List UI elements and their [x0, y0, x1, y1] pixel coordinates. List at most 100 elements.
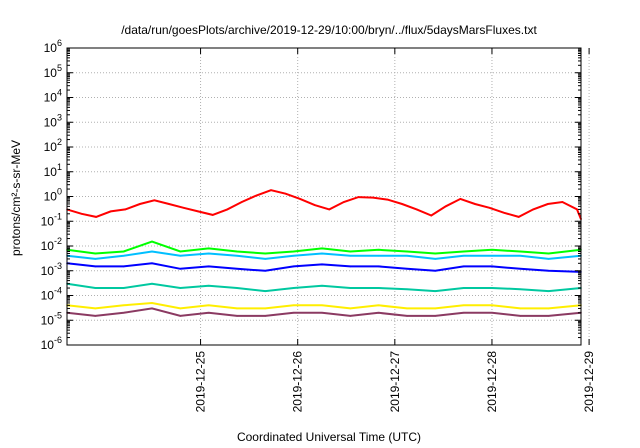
- series-5-point: [377, 287, 380, 289]
- series-3-point: [292, 255, 295, 257]
- x-tick-label: 2019-12-27: [388, 351, 402, 413]
- series-7-point: [434, 315, 437, 317]
- series-2-point: [236, 250, 238, 253]
- series-6-point: [151, 302, 153, 304]
- series-1-point: [372, 196, 374, 199]
- series-2-point: [179, 250, 182, 253]
- series-4-point: [519, 268, 522, 270]
- series-1-point: [182, 207, 185, 209]
- x-tick-labels: 2019-12-25 2019-12-26 2019-12-27 2019-12-28…: [194, 351, 597, 413]
- series-1-point: [139, 203, 141, 205]
- series-5-point: [236, 287, 238, 289]
- series-2-point: [547, 252, 550, 255]
- series-3-point: [151, 250, 153, 253]
- series-4-point: [207, 265, 210, 268]
- series-1-point: [211, 214, 214, 216]
- series-3-point: [547, 258, 550, 260]
- series-3-point: [321, 252, 323, 255]
- series-2-point: [207, 247, 210, 250]
- series-2-point: [377, 249, 380, 251]
- series-4-point: [491, 265, 493, 268]
- series-5-point: [179, 287, 182, 289]
- series-3-point: [462, 255, 465, 257]
- series-7-point: [264, 315, 267, 317]
- series-4-point: [122, 265, 125, 268]
- series-1-point: [80, 213, 83, 215]
- y-axis-label: protons/cm²-s-sr-MeV: [9, 140, 23, 256]
- series-4-point: [349, 265, 352, 268]
- series-7-point: [491, 312, 493, 314]
- plot-frame: [66, 47, 582, 346]
- series-5-point: [434, 290, 437, 292]
- series-6-point: [434, 307, 437, 310]
- series-1-point: [474, 203, 476, 205]
- series-1-point: [270, 189, 272, 191]
- series-1-point: [226, 208, 229, 211]
- series-1-point: [488, 207, 491, 209]
- series-5-point: [349, 287, 352, 289]
- series-2-point: [462, 250, 465, 253]
- series-7-point: [292, 312, 295, 314]
- series-2-point: [349, 250, 352, 253]
- series-2-point: [151, 240, 153, 243]
- series-3-point: [434, 258, 437, 260]
- series-2-point: [94, 252, 97, 255]
- series-6-point: [462, 304, 465, 307]
- series-1-point: [517, 216, 520, 218]
- series-5-point: [519, 288, 522, 291]
- series-3-point: [94, 258, 97, 260]
- series-2-point: [321, 247, 323, 250]
- series-6-point: [547, 307, 550, 310]
- series-6-point: [406, 307, 408, 310]
- series-1-point: [547, 203, 549, 205]
- x-tick-label: 2019-12-28: [485, 351, 499, 413]
- series-2-point: [264, 252, 267, 255]
- series-3-point: [264, 258, 267, 260]
- series-7-point: [377, 312, 380, 314]
- series-1-point: [197, 210, 199, 213]
- series-1-point: [95, 216, 97, 218]
- series-3-point: [207, 252, 210, 255]
- series-4-point: [94, 265, 97, 268]
- series-5-point: [264, 290, 267, 292]
- series-3-point: [377, 255, 380, 257]
- series-1-point: [430, 214, 433, 217]
- series-2-point: [292, 250, 295, 253]
- series-1-point: [445, 205, 447, 208]
- series-4-point: [547, 270, 550, 272]
- series-7-point: [462, 312, 465, 314]
- series-6-point: [377, 304, 380, 307]
- series-1-point: [153, 199, 156, 202]
- series-6-point: [94, 307, 97, 310]
- series-1-point: [328, 208, 331, 211]
- series-3-point: [491, 255, 493, 257]
- series-2-point: [519, 250, 522, 253]
- series-1-point: [109, 210, 112, 213]
- series-1-point: [299, 198, 301, 200]
- series-4-point: [292, 265, 295, 268]
- series-2-point: [122, 250, 125, 253]
- series-4-point: [179, 268, 182, 270]
- series-2-point: [434, 252, 437, 255]
- series-4-point: [377, 265, 380, 268]
- series-3-point: [519, 255, 522, 257]
- series-3-point: [179, 255, 182, 257]
- series-1-point: [284, 192, 287, 195]
- series-7-point: [547, 315, 550, 317]
- series-4-point: [406, 268, 408, 270]
- series-1-point: [561, 201, 564, 203]
- series-7-point: [151, 307, 153, 310]
- series-6-point: [236, 307, 238, 310]
- x-tick-label: 2019-12-29: [582, 351, 596, 413]
- series-5-point: [321, 284, 323, 287]
- series-1-point: [357, 196, 360, 198]
- series-4-point: [236, 268, 238, 270]
- series-5-point: [462, 287, 465, 289]
- series-5-point: [491, 287, 493, 289]
- series-7-point: [94, 315, 97, 317]
- series-1-point: [576, 208, 578, 211]
- series-6-point: [122, 304, 125, 307]
- series-4-point: [321, 263, 323, 266]
